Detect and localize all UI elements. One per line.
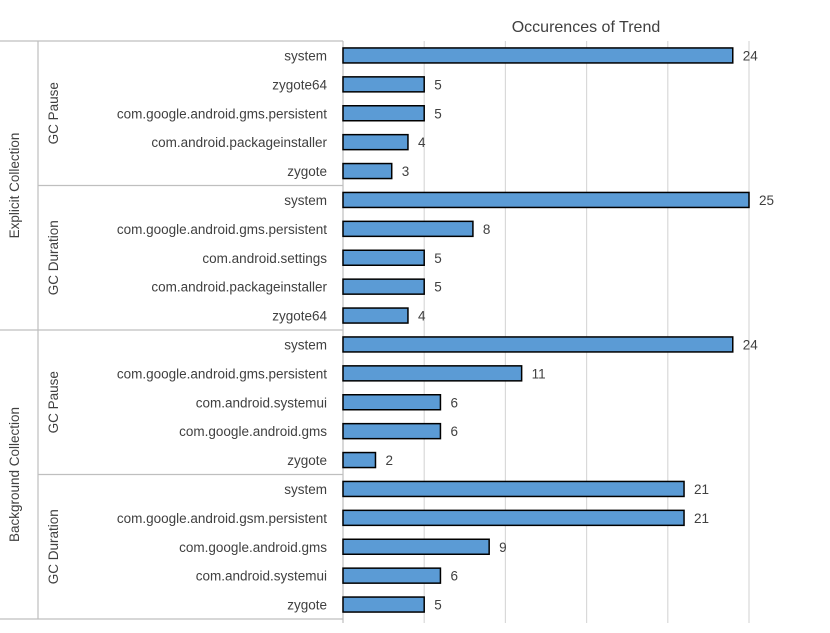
category-label-0-0-3: com.android.packageinstaller xyxy=(151,135,327,150)
bar-1-1-4 xyxy=(342,596,425,613)
chart-title: Occurences of Trend xyxy=(512,19,661,36)
bar-0-1-0 xyxy=(342,191,750,209)
data-label-1-1-0: 21 xyxy=(694,482,709,497)
data-label-1-0-2: 6 xyxy=(450,395,458,410)
bar-1-0-1 xyxy=(342,365,523,382)
category-label-0-0-0: system xyxy=(284,48,327,63)
data-label-1-1-3: 6 xyxy=(450,569,458,584)
bar-1-1-3 xyxy=(342,567,442,584)
bar-0-1-2 xyxy=(342,249,425,266)
bar-0-0-4 xyxy=(342,162,393,180)
subgroup-label-0-1: GC Duration xyxy=(46,220,61,295)
category-label-1-0-2: com.android.systemui xyxy=(196,395,327,410)
category-label-1-1-3: com.android.systemui xyxy=(196,569,327,584)
bar-1-0-3 xyxy=(342,422,442,440)
data-label-1-1-2: 9 xyxy=(499,540,507,555)
bar-0-1-4 xyxy=(342,307,409,324)
data-label-1-0-0: 24 xyxy=(743,337,759,352)
data-label-0-1-0: 25 xyxy=(759,193,774,208)
data-label-0-0-1: 5 xyxy=(434,77,442,92)
category-label-1-1-1: com.google.android.gsm.persistent xyxy=(117,511,327,526)
category-label-1-0-4: zygote xyxy=(287,453,327,468)
data-label-0-0-3: 4 xyxy=(418,135,426,150)
bar-0-0-2 xyxy=(342,105,425,122)
grid-lines xyxy=(423,41,750,623)
bar-1-1-0 xyxy=(342,480,685,498)
bar-1-1-1 xyxy=(342,509,685,527)
category-label-0-0-2: com.google.android.gms.persistent xyxy=(117,106,327,121)
bar-0-1-1 xyxy=(342,220,474,238)
category-label-1-0-3: com.google.android.gms xyxy=(179,424,327,439)
data-label-0-1-4: 4 xyxy=(418,309,426,324)
category-labels: system zygote64 com.google.android.gms.per… xyxy=(7,48,327,612)
data-label-0-0-4: 3 xyxy=(402,164,410,179)
subgroup-label-1-1: GC Duration xyxy=(46,509,61,584)
data-label-0-1-3: 5 xyxy=(434,280,442,295)
subgroup-label-1-0: GC Pause xyxy=(46,371,61,433)
category-label-1-1-0: system xyxy=(284,482,327,497)
bar-0-0-3 xyxy=(342,133,409,151)
category-label-1-0-0: system xyxy=(284,337,327,352)
bar-1-0-0 xyxy=(342,336,734,353)
category-label-0-1-4: zygote64 xyxy=(272,309,327,324)
data-label-1-1-4: 5 xyxy=(434,598,442,613)
bar-1-0-2 xyxy=(342,394,442,411)
subgroup-label-0-0: GC Pause xyxy=(46,82,61,144)
category-label-0-0-1: zygote64 xyxy=(272,77,327,92)
category-label-1-1-4: zygote xyxy=(287,598,327,613)
data-label-1-0-4: 2 xyxy=(385,453,393,468)
bar-1-0-4 xyxy=(342,451,377,469)
category-label-0-1-2: com.android.settings xyxy=(202,251,327,266)
data-label-1-1-1: 21 xyxy=(694,511,709,526)
data-label-0-0-2: 5 xyxy=(434,106,442,121)
category-label-0-1-0: system xyxy=(284,193,327,208)
data-label-0-1-2: 5 xyxy=(434,251,442,266)
data-label-0-1-1: 8 xyxy=(483,222,491,237)
group-label-1: Background Collection xyxy=(7,407,22,542)
bar-0-0-1 xyxy=(342,76,425,93)
category-label-0-1-3: com.android.packageinstaller xyxy=(151,280,327,295)
category-label-0-0-4: zygote xyxy=(287,164,327,179)
category-label-0-1-1: com.google.android.gms.persistent xyxy=(117,222,327,237)
group-label-0: Explicit Collection xyxy=(7,133,22,239)
bar-0-0-0 xyxy=(342,47,734,64)
bar-1-1-2 xyxy=(342,538,490,555)
category-label-1-1-2: com.google.android.gms xyxy=(179,540,327,555)
data-label-0-0-0: 24 xyxy=(743,48,759,63)
bar-0-1-3 xyxy=(342,278,425,295)
data-label-1-0-3: 6 xyxy=(450,424,458,439)
data-label-1-0-1: 11 xyxy=(532,366,546,381)
category-label-1-0-1: com.google.android.gms.persistent xyxy=(117,366,327,381)
